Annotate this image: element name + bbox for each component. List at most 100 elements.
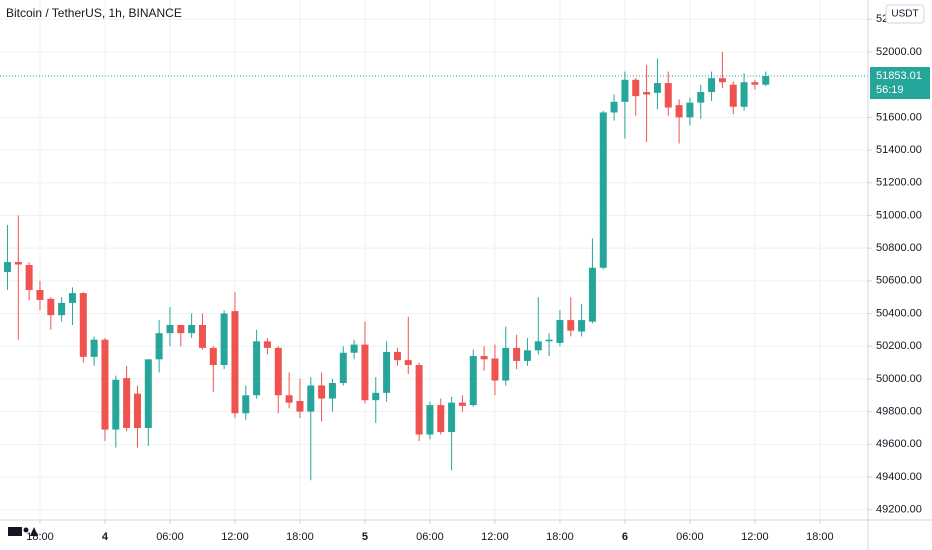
grid bbox=[0, 0, 868, 520]
candle-body bbox=[68, 293, 76, 303]
candle-body bbox=[751, 82, 759, 85]
y-tick-label: 50000.00 bbox=[876, 373, 922, 385]
candle-body bbox=[621, 79, 629, 102]
candle-body bbox=[762, 76, 770, 85]
candle-body bbox=[740, 82, 748, 107]
candle-body bbox=[328, 383, 336, 399]
candle-body bbox=[502, 347, 510, 381]
candle-body bbox=[253, 341, 261, 396]
candle-body bbox=[415, 365, 423, 435]
candle-body bbox=[545, 339, 553, 342]
x-tick-label: 12:00 bbox=[221, 531, 249, 543]
candle-body bbox=[534, 341, 542, 351]
candle-body bbox=[166, 324, 174, 334]
candle-body bbox=[469, 356, 477, 406]
candle-body bbox=[491, 358, 499, 381]
candle-body bbox=[664, 83, 672, 108]
logo[interactable] bbox=[8, 527, 38, 536]
candle-body bbox=[361, 344, 369, 401]
currency-box[interactable] bbox=[885, 4, 925, 24]
candle-body bbox=[3, 262, 11, 273]
logo-bar[interactable] bbox=[8, 527, 22, 536]
candle-body bbox=[296, 400, 304, 412]
candle-body bbox=[653, 83, 661, 93]
candle-body bbox=[318, 385, 326, 399]
candle-body bbox=[220, 313, 228, 366]
candle-body bbox=[242, 395, 250, 414]
candle-body bbox=[675, 105, 683, 118]
x-tick-label: 12:00 bbox=[481, 531, 509, 543]
candles bbox=[0, 51, 868, 481]
candle-body bbox=[426, 405, 434, 435]
candle-body bbox=[372, 392, 380, 401]
candle-body bbox=[263, 341, 271, 348]
y-tick-label: 50400.00 bbox=[876, 307, 922, 319]
candle-body bbox=[458, 402, 466, 406]
last-price-box bbox=[870, 67, 930, 100]
currency-label[interactable]: USDT bbox=[891, 9, 918, 20]
candle-body bbox=[155, 333, 163, 360]
logo-dot[interactable] bbox=[23, 527, 29, 533]
candle-body bbox=[198, 324, 206, 348]
y-tick-label: 49600.00 bbox=[876, 438, 922, 450]
x-tick-label: 18:00 bbox=[546, 531, 574, 543]
y-tick-label: 51600.00 bbox=[876, 111, 922, 123]
x-tick-label: 06:00 bbox=[156, 531, 184, 543]
y-tick-label: 49200.00 bbox=[876, 504, 922, 516]
candle-body bbox=[513, 347, 521, 361]
candle-body bbox=[643, 92, 651, 95]
candle-body bbox=[177, 324, 185, 334]
candle-body bbox=[686, 102, 694, 118]
candle-body bbox=[188, 324, 196, 334]
candle-body bbox=[112, 379, 120, 430]
logo-tri[interactable] bbox=[30, 527, 38, 536]
chart-title: Bitcoin / TetherUS, 1h, BINANCE bbox=[6, 6, 182, 20]
candle-body bbox=[599, 112, 607, 268]
candle-body bbox=[285, 395, 293, 403]
y-tick-label: 51000.00 bbox=[876, 209, 922, 221]
candle-body bbox=[47, 298, 55, 316]
candle-body bbox=[437, 405, 445, 433]
x-tick-label: 12:00 bbox=[741, 531, 769, 543]
candle-body bbox=[393, 351, 401, 361]
candle-body bbox=[448, 402, 456, 433]
candle-body bbox=[307, 385, 315, 412]
candle-body bbox=[404, 360, 412, 366]
candle-body bbox=[339, 352, 347, 384]
candle-body bbox=[274, 347, 282, 396]
candle-body bbox=[209, 347, 217, 366]
x-tick-label: 18:00 bbox=[806, 531, 834, 543]
x-tick-label: 18:00 bbox=[286, 531, 314, 543]
x-tick-label: 4 bbox=[102, 531, 109, 543]
candle-body bbox=[36, 289, 44, 300]
candle-body bbox=[610, 101, 618, 113]
y-tick-label: 50800.00 bbox=[876, 242, 922, 254]
candle-body bbox=[25, 264, 33, 290]
x-tick-label: 06:00 bbox=[676, 531, 704, 543]
candle-body bbox=[79, 293, 87, 357]
candle-body bbox=[729, 84, 737, 107]
candle-body bbox=[588, 267, 596, 322]
candle-body bbox=[58, 302, 66, 316]
candle-body bbox=[567, 320, 575, 331]
y-tick-label: 50200.00 bbox=[876, 340, 922, 352]
x-tick-label: 06:00 bbox=[416, 531, 444, 543]
y-tick-label: 51400.00 bbox=[876, 144, 922, 156]
y-tick-label: 52000.00 bbox=[876, 46, 922, 58]
x-tick-label: 5 bbox=[362, 531, 368, 543]
candle-body bbox=[231, 311, 239, 414]
y-tick-label: 49800.00 bbox=[876, 406, 922, 418]
axes: 49200.00 49400.00 49600.00 49800.00 50000.00… bbox=[26, 13, 930, 543]
candle-body bbox=[578, 320, 586, 332]
candle-body bbox=[523, 350, 531, 361]
x-tick-label: 18:00 bbox=[26, 531, 54, 543]
candle-body bbox=[101, 339, 109, 430]
y-tick-label: 49400.00 bbox=[876, 471, 922, 483]
candle-body bbox=[144, 359, 152, 428]
candle-body bbox=[383, 351, 391, 393]
candle-body bbox=[697, 92, 705, 103]
candle-body bbox=[556, 320, 564, 343]
candle-body bbox=[480, 356, 488, 360]
candle-body bbox=[90, 339, 98, 357]
